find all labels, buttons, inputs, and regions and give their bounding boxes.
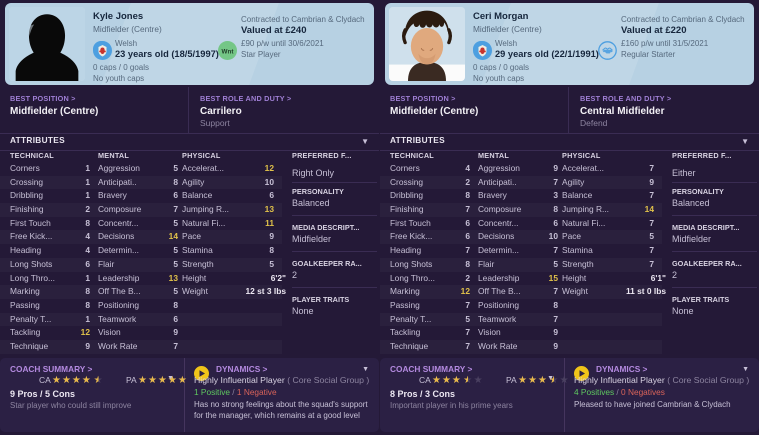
svg-text:★: ★ — [463, 375, 473, 384]
svg-text:★★★★: ★★★★ — [52, 375, 92, 384]
svg-text:Wnt: Wnt — [222, 49, 235, 56]
svg-text:★: ★ — [549, 375, 559, 384]
svg-text:★★★: ★★★ — [432, 375, 462, 384]
svg-text:★★★★★: ★★★★★ — [138, 375, 188, 384]
svg-text:★★★: ★★★ — [518, 375, 548, 384]
svg-text:★: ★ — [94, 375, 104, 384]
svg-text:★: ★ — [474, 375, 484, 384]
